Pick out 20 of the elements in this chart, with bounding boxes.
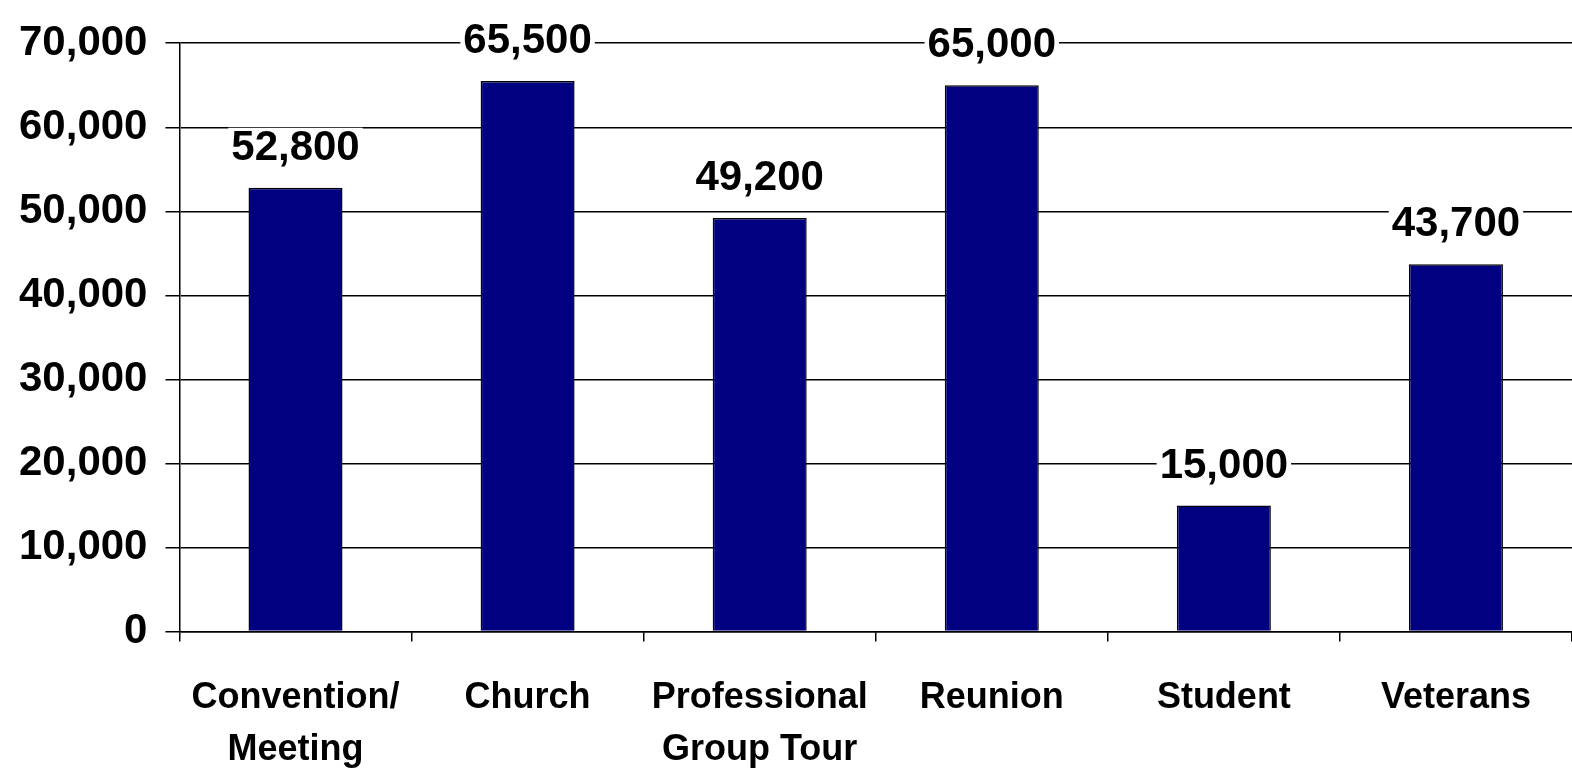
- x-tick-label: Veterans: [1380, 674, 1532, 716]
- data-label: 43,700: [1391, 198, 1521, 246]
- y-tick-label: 60,000: [18, 100, 148, 148]
- y-tick-label: 10,000: [18, 521, 148, 569]
- x-tick-label: Professional Group Tour: [651, 674, 868, 768]
- data-label: 15,000: [1159, 439, 1289, 487]
- x-tick-label: Church: [464, 674, 591, 716]
- y-tick-label: 70,000: [18, 16, 148, 64]
- data-label: 52,800: [231, 121, 360, 169]
- y-tick-label: 30,000: [18, 353, 148, 401]
- data-label: 49,200: [695, 152, 824, 200]
- y-tick-label: 20,000: [18, 437, 148, 485]
- x-tick-label: Student: [1156, 674, 1291, 716]
- data-label: 65,500: [463, 15, 592, 63]
- data-label: 65,000: [927, 19, 1057, 67]
- y-tick-label: 50,000: [18, 184, 148, 232]
- y-tick-label: 40,000: [18, 268, 148, 316]
- x-tick-label: Reunion: [919, 674, 1064, 716]
- x-tick-label: Convention/ Meeting: [191, 674, 400, 768]
- y-tick-label: 0: [124, 605, 148, 653]
